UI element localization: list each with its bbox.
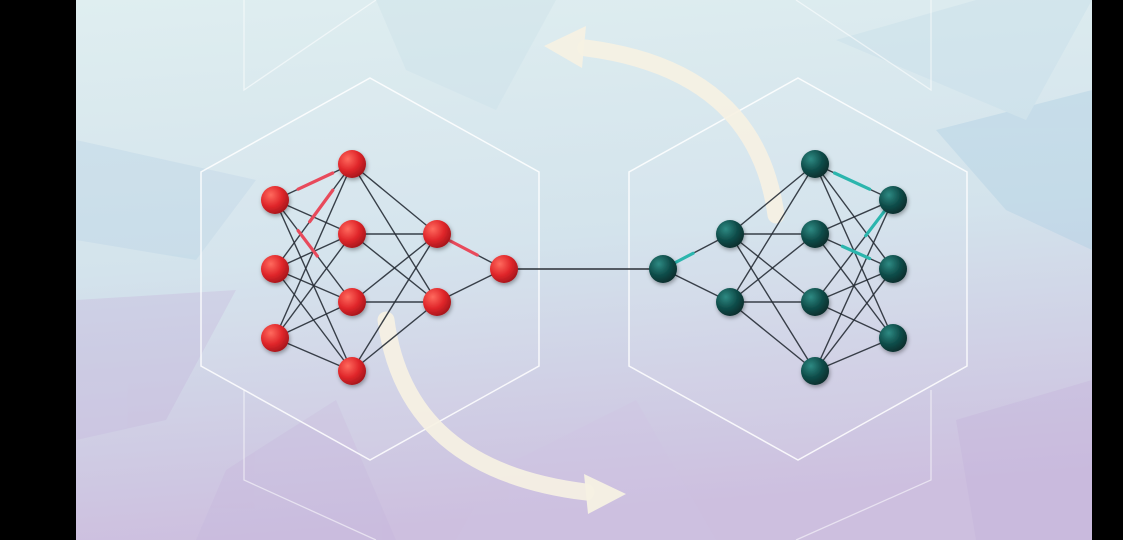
teal-network-node <box>879 255 907 283</box>
background <box>76 0 1092 540</box>
red-network-edge <box>274 301 353 339</box>
red-network-edge <box>351 301 438 372</box>
teal-network-edge <box>729 233 816 303</box>
red-network-edge <box>274 233 353 339</box>
red-network-node <box>423 288 451 316</box>
red-network-node <box>261 255 289 283</box>
red-network-node <box>338 220 366 248</box>
diagram-canvas <box>76 0 1092 540</box>
red-network-node <box>338 288 366 316</box>
teal-network-node <box>801 220 829 248</box>
teal-network-node <box>716 288 744 316</box>
bottom-arrow-shaft <box>377 311 595 501</box>
network-nodes <box>261 150 907 385</box>
neural-network-exchange-diagram <box>76 0 1092 540</box>
outer-hexagons <box>243 0 932 540</box>
bottom-arrow <box>377 311 626 514</box>
teal-network-node <box>879 324 907 352</box>
exchange-arrows <box>377 26 785 514</box>
left-hexagon <box>200 77 540 461</box>
teal-network-edge <box>729 301 816 372</box>
red-network-node <box>338 150 366 178</box>
top-arrow <box>544 26 785 224</box>
red-network-node <box>261 324 289 352</box>
teal-network-node <box>801 288 829 316</box>
red-network-signal-pulse <box>448 239 479 257</box>
teal-network-signal-pulse <box>671 251 695 266</box>
teal-network-node <box>879 186 907 214</box>
teal-network-edge <box>814 199 894 372</box>
top-arrow-head <box>544 26 586 68</box>
red-network-signal-pulse <box>296 171 335 191</box>
red-network-edge <box>351 233 438 372</box>
teal-network-node <box>649 255 677 283</box>
top-arrow-shaft <box>577 39 785 224</box>
teal-network-signal-pulse <box>832 171 872 191</box>
teal-network-edge <box>814 337 894 372</box>
red-network-signal-pulse <box>296 229 319 258</box>
red-network-edge <box>351 163 438 235</box>
teal-network-node <box>801 150 829 178</box>
teal-network-edge <box>814 268 894 372</box>
red-network-edge <box>351 163 438 303</box>
teal-network-node <box>716 220 744 248</box>
red-network-node <box>423 220 451 248</box>
red-network-node <box>261 186 289 214</box>
teal-network-edge <box>729 163 816 303</box>
teal-network-signal-pulse <box>840 244 872 261</box>
teal-network-edge <box>729 163 816 235</box>
right-hexagon <box>628 77 968 461</box>
bottom-arrow-head <box>584 474 626 514</box>
red-network-edge <box>351 233 438 303</box>
teal-network-signal-pulse <box>864 208 887 238</box>
teal-network-edge <box>814 199 894 235</box>
background-facets <box>76 0 1092 540</box>
red-network-node <box>490 255 518 283</box>
red-network-signal-pulse <box>308 188 335 224</box>
red-network-node <box>338 357 366 385</box>
teal-network-node <box>801 357 829 385</box>
